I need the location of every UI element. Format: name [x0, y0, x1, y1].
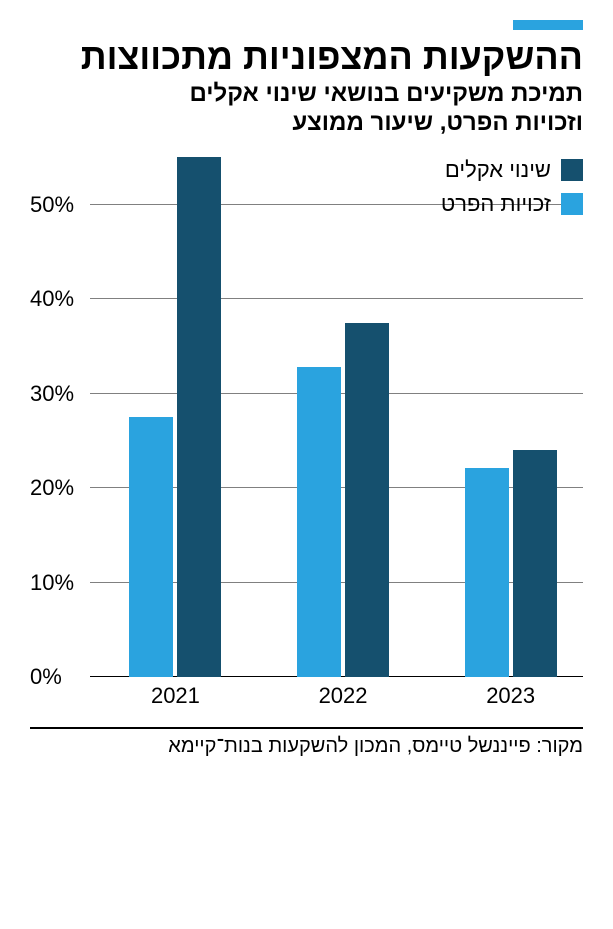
y-axis-label: 20% [30, 475, 82, 501]
y-axis-label: 10% [30, 570, 82, 596]
legend-label-series2: זכויות הפרט [441, 191, 551, 217]
bar-series2 [297, 367, 341, 677]
subtitle-line1: תמיכת משקיעים בנושאי שינוי אקלים [189, 80, 583, 107]
legend-swatch-series1 [561, 159, 583, 181]
x-axis-label: 2022 [293, 683, 393, 709]
chart-subtitle: תמיכת משקיעים בנושאי שינוי אקלים וזכויות… [30, 80, 583, 138]
accent-bar [513, 20, 583, 30]
legend: שינוי אקלים זכויות הפרט [441, 157, 583, 225]
legend-item-series2: זכויות הפרט [441, 191, 583, 217]
legend-item-series1: שינוי אקלים [441, 157, 583, 183]
y-axis-label: 40% [30, 286, 82, 312]
source-text: מקור: פייננשל טיימס, המכון להשקעות בנות־… [168, 735, 583, 758]
footer-rule [30, 727, 583, 729]
bar-group [129, 157, 221, 677]
x-axis-label: 2021 [125, 683, 225, 709]
bar-series1 [345, 323, 389, 678]
bar-series2 [129, 417, 173, 677]
y-axis-label: 30% [30, 381, 82, 407]
subtitle-line2: וזכויות הפרט, שיעור ממוצע [292, 109, 583, 136]
bar-group [465, 450, 557, 677]
bar-series1 [177, 157, 221, 677]
bar-series2 [465, 468, 509, 678]
y-axis-label: 50% [30, 192, 82, 218]
x-axis-label: 2023 [461, 683, 561, 709]
legend-swatch-series2 [561, 193, 583, 215]
bar-series1 [513, 450, 557, 677]
legend-label-series1: שינוי אקלים [445, 157, 551, 183]
y-axis-label: 0% [30, 664, 82, 690]
plot-wrap: 0%10%20%30%40%50% 202120222023 [30, 157, 583, 717]
plot: 0%10%20%30%40%50% [90, 157, 583, 677]
bar-group [297, 323, 389, 678]
chart-area: שינוי אקלים זכויות הפרט 0%10%20%30%40%50… [30, 157, 583, 717]
chart-title: ההשקעות המצפוניות מתכווצות [30, 38, 583, 76]
